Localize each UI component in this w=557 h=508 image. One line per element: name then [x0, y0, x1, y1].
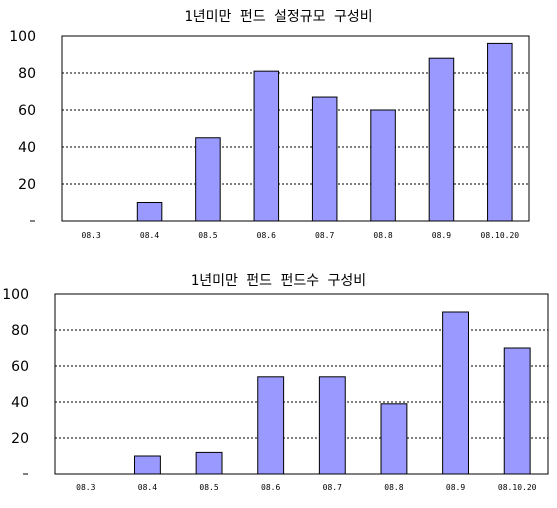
bar-08.8 [380, 403, 408, 475]
y-tick-label: 60 [18, 103, 36, 119]
chart-panel-bottom: 1년미만 펀드 펀드수 구성비 20 40 60 80 100 08.3 08.4 08.5 0… [0, 258, 557, 508]
bar-08.9 [428, 57, 455, 222]
x-tick-label: 08.3 [82, 231, 101, 240]
x-tick-label: 08.4 [138, 483, 157, 492]
bar-08.4 [136, 202, 163, 222]
x-tick-label: 08.9 [432, 231, 451, 240]
x-tick-label: 08.8 [373, 231, 392, 240]
bar-08.5 [195, 451, 223, 475]
bar-08.9 [442, 311, 470, 475]
bar-08.10.20 [487, 42, 513, 222]
x-tick-label: 08.8 [384, 483, 403, 492]
plot-area [61, 35, 530, 222]
y-tick-label: 40 [11, 395, 29, 411]
bar-08.4 [133, 455, 161, 475]
bar-08.8 [370, 109, 396, 222]
x-tick-label: 08.6 [261, 483, 280, 492]
x-tick-label: 08.3 [76, 483, 95, 492]
x-tick-label: 08.10.20 [498, 483, 537, 492]
y-tick-label: 100 [9, 29, 36, 45]
chart-title: 1년미만 펀드 펀드수 구성비 [190, 273, 367, 289]
chart-title: 1년미만 펀드 설정규모 구성비 [184, 9, 373, 25]
plot-area [54, 293, 549, 475]
bar-08.6 [253, 70, 280, 222]
bar-08.10.20 [503, 347, 531, 475]
bar-08.6 [257, 376, 285, 475]
x-tick-label: 08.7 [323, 483, 342, 492]
bar-08.7 [311, 96, 338, 222]
y-tick-label: 60 [11, 359, 29, 375]
x-tick-label: 08.5 [199, 483, 218, 492]
x-tick-label: 08.9 [446, 483, 465, 492]
y-tick-label: 100 [2, 287, 29, 303]
y-tick-label: 80 [18, 66, 36, 82]
y-tick-label: 40 [18, 140, 36, 156]
x-tick-label: 08.6 [257, 231, 276, 240]
x-tick-label: 08.10.20 [481, 231, 520, 240]
y-tick-label: 20 [18, 177, 36, 193]
bar-chart-fund-size: 20 40 60 80 100 08.3 08.4 08.5 08.6 08.7 08.8 08.9 0… [9, 29, 530, 240]
y-tick-label: 20 [11, 431, 29, 447]
chart-panel-top: 1년미만 펀드 설정규모 구성비 20 40 60 80 100 08.3 08.4 08.5… [9, 9, 530, 240]
x-tick-label: 08.7 [315, 231, 334, 240]
bar-08.5 [195, 137, 221, 222]
bar-chart-fund-count: 20 40 60 80 100 08.3 08.4 08.5 08.6 08.7 08.8 08.9 0… [2, 287, 549, 492]
bar-08.7 [318, 376, 346, 475]
y-tick-label: 80 [11, 323, 29, 339]
x-tick-label: 08.4 [140, 231, 159, 240]
x-tick-label: 08.5 [198, 231, 217, 240]
